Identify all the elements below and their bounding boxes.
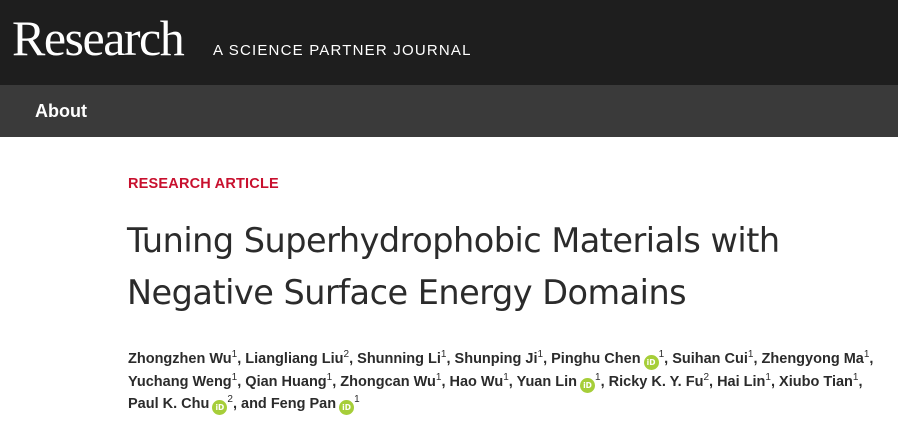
author-name[interactable]: Suihan Cui1 [672, 349, 754, 368]
affiliation-marker: 2 [703, 371, 710, 383]
title-line-2: Negative Surface Energy Domains [127, 273, 687, 312]
author-name[interactable]: Feng Pan iD1 [270, 394, 360, 415]
article-title: Tuning Superhydrophobic Materials with Ne… [127, 215, 887, 319]
nav-bar: About [0, 85, 898, 137]
author-name[interactable]: Liangliang Liu2 [245, 349, 350, 368]
author-list: Zhongzhen Wu1, Liangliang Liu2, Shunning… [128, 348, 888, 416]
author-name[interactable]: Paul K. Chu iD2 [128, 394, 233, 415]
affiliation-marker: 1 [326, 371, 333, 383]
author-name[interactable]: Pinghu Chen iD1 [551, 349, 665, 370]
orcid-icon[interactable]: iD [580, 377, 595, 393]
author-name-text: Yuchang Weng [128, 373, 232, 390]
author-name-text: Zhongcan Wu [340, 373, 436, 390]
orcid-icon[interactable]: iD [643, 355, 659, 370]
journal-tagline: A SCIENCE PARTNER JOURNAL [213, 42, 472, 59]
author-name-text: Paul K. Chu [128, 396, 210, 412]
affiliation-marker: 2 [227, 394, 233, 405]
author-name[interactable]: Hao Wu1 [449, 371, 509, 390]
author-name-text: Qian Huang [245, 373, 327, 390]
author-name[interactable]: Zhengyong Ma1 [761, 349, 870, 368]
orcid-icon[interactable]: iD [339, 400, 355, 415]
author-name-text: Xiubo Tian [779, 373, 853, 390]
author-name-text: Zhongzhen Wu [128, 351, 232, 367]
author-name[interactable]: Hai Lin1 [717, 371, 771, 390]
affiliation-marker: 1 [231, 349, 238, 360]
author-name-text: Pinghu Chen [551, 351, 641, 367]
author-name[interactable]: Shunping Ji1 [454, 349, 544, 368]
affiliation-marker: 2 [343, 349, 350, 360]
author-name-text: Feng Pan [270, 396, 337, 412]
affiliation-marker: 1 [765, 371, 771, 383]
author-name-text: Zhengyong Ma [761, 351, 864, 367]
title-line-1: Tuning Superhydrophobic Materials with [127, 221, 780, 260]
nav-about-link[interactable]: About [35, 101, 87, 121]
author-name[interactable]: Qian Huang1 [245, 371, 333, 390]
author-name-text: Shunning Li [357, 351, 441, 367]
affiliation-marker: 1 [354, 394, 360, 405]
affiliation-marker: 1 [503, 371, 509, 383]
author-name[interactable]: Ricky K. Y. Fu2 [608, 371, 710, 390]
author-name-text: Yuan Lin [516, 373, 577, 390]
orcid-icon[interactable]: iD [212, 400, 228, 415]
author-name[interactable]: Zhongzhen Wu1 [128, 349, 238, 368]
author-name-text: Hai Lin [717, 373, 766, 390]
author-name[interactable]: Zhongcan Wu1 [340, 371, 442, 390]
affiliation-marker: 1 [852, 371, 859, 383]
affiliation-marker: 1 [863, 349, 870, 360]
top-header: Research A SCIENCE PARTNER JOURNAL [0, 0, 898, 85]
affiliation-marker: 1 [595, 371, 601, 383]
author-name-text: Ricky K. Y. Fu [608, 373, 704, 390]
author-name[interactable]: Shunning Li1 [357, 349, 447, 368]
author-name-text: Shunping Ji [454, 351, 538, 367]
affiliation-marker: 1 [435, 371, 442, 383]
article-type-label: RESEARCH ARTICLE [128, 176, 279, 192]
affiliation-marker: 1 [537, 349, 544, 360]
author-name-text: Hao Wu [449, 373, 504, 390]
journal-logo[interactable]: Research [12, 10, 185, 66]
author-name-text: Liangliang Liu [245, 351, 344, 367]
author-name[interactable]: Yuan Lin iD1 [516, 371, 601, 393]
author-name[interactable]: Xiubo Tian1 [779, 371, 859, 390]
affiliation-marker: 1 [231, 371, 238, 383]
affiliation-marker: 1 [658, 349, 665, 360]
author-name[interactable]: Yuchang Weng1 [128, 371, 238, 390]
affiliation-marker: 1 [747, 349, 754, 360]
author-name-text: Suihan Cui [672, 351, 748, 367]
affiliation-marker: 1 [440, 349, 447, 360]
author-conjunction: and [241, 396, 267, 412]
